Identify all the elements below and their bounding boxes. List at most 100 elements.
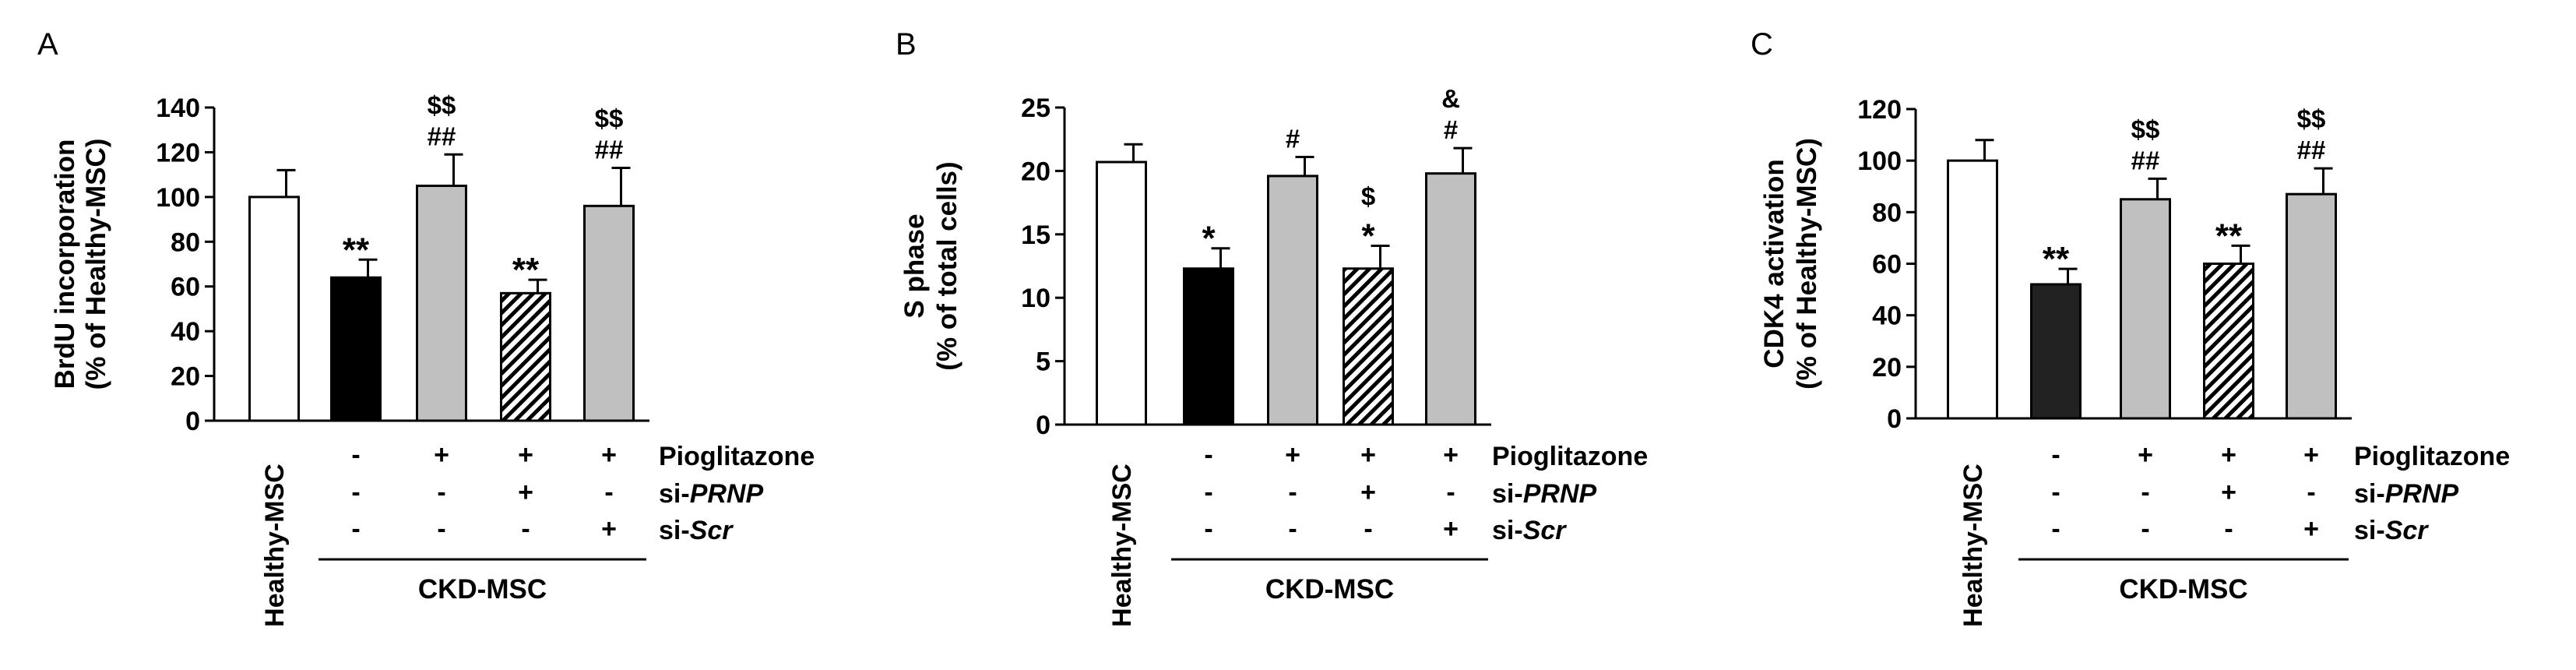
condition-sign: + [2221, 478, 2236, 507]
bar [500, 291, 551, 422]
y-axis-label: CDK4 activation [1759, 159, 1789, 368]
condition-sign: - [1204, 440, 1212, 470]
condition-sign: - [351, 440, 360, 470]
y-tick-label: 120 [156, 138, 200, 168]
y-axis-label: S phase [899, 213, 930, 318]
condition-sign: + [2303, 514, 2319, 544]
condition-sign: - [437, 478, 445, 507]
y-tick-label: 60 [1872, 250, 1902, 280]
category-label: Healthy-MSC [260, 464, 290, 627]
y-tick-label: 20 [1872, 353, 1902, 383]
y-tick-label: 15 [1021, 220, 1050, 250]
bar [583, 204, 635, 422]
gene-name: PRNP [2385, 479, 2459, 509]
y-tick-label: 100 [1857, 146, 1902, 176]
significance-label: $$ [595, 104, 624, 133]
significance-label: * [1361, 217, 1375, 255]
gene-name: PRNP [1523, 479, 1597, 509]
significance-label: & [1441, 84, 1460, 113]
group-label: CKD-MSC [418, 574, 547, 605]
bar [2203, 263, 2254, 420]
condition-sign: - [2141, 514, 2149, 544]
y-tick-label: 20 [1021, 157, 1050, 186]
significance-label: ## [2297, 136, 2326, 164]
y-tick-label: 60 [171, 273, 200, 302]
gene-name: Scr [690, 516, 734, 545]
significance-label: ** [343, 231, 370, 269]
condition-sign: + [1285, 440, 1300, 470]
condition-sign: + [2221, 440, 2236, 470]
condition-sign: - [2141, 478, 2149, 507]
bar [1267, 175, 1318, 426]
gene-name: Scr [2385, 516, 2430, 545]
bar [2030, 283, 2082, 420]
significance-label: # [1286, 124, 1300, 153]
condition-sign: - [1446, 478, 1455, 507]
significance-label: * [1202, 220, 1216, 258]
condition-sign: + [601, 440, 617, 470]
chart-panel-c: C CDK4 activation (% of Healthy-MSC) 0 20 40 6… [1751, 27, 2510, 627]
y-tick-label: 140 [156, 93, 200, 123]
significance-label: $ [1361, 182, 1375, 210]
bar [248, 196, 300, 422]
condition-sign: + [2303, 440, 2319, 470]
condition-sign: - [521, 514, 530, 544]
condition-sign: - [1204, 478, 1212, 507]
significance-label: $$ [428, 90, 456, 119]
y-tick-label: 40 [171, 317, 200, 347]
significance-label: ** [512, 251, 540, 289]
panel-label: C [1751, 27, 1773, 62]
group-label: CKD-MSC [1265, 574, 1394, 605]
bar [1183, 267, 1234, 426]
condition-sign: + [2138, 440, 2153, 470]
condition-sign: - [2051, 514, 2060, 544]
gene-name: Scr [1523, 516, 1568, 545]
condition-row-label: si-Scr [2354, 516, 2429, 545]
condition-row-label: Pioglitazone [659, 442, 815, 471]
condition-sign: + [1443, 440, 1459, 470]
condition-row-label: si-Scr [1492, 516, 1567, 545]
condition-sign: - [351, 478, 360, 507]
category-label: Healthy-MSC [1107, 464, 1137, 627]
condition-sign: - [1364, 514, 1372, 544]
chart-panel-a: A BrdU incorporation (% of Healthy-MSC) 0 20… [37, 27, 815, 627]
condition-sign: + [434, 440, 449, 470]
y-tick-label: 120 [1857, 95, 1902, 125]
y-axis-label: (% of total cells) [932, 161, 962, 370]
group-label: CKD-MSC [2119, 574, 2247, 605]
condition-sign: + [518, 478, 533, 507]
bar [1947, 159, 1998, 420]
condition-sign: + [518, 440, 533, 470]
significance-label: $$ [2297, 104, 2326, 133]
y-tick-label: 0 [1036, 411, 1050, 440]
condition-sign: - [2224, 514, 2233, 544]
bar [1096, 160, 1147, 426]
y-tick-label: 0 [185, 407, 200, 436]
condition-row-label: si-Scr [659, 516, 734, 545]
y-tick-label: 10 [1021, 284, 1050, 313]
y-tick-label: 25 [1021, 93, 1050, 123]
condition-sign: + [1443, 514, 1459, 544]
y-axis-label: (% of Healthy-MSC) [1792, 138, 1822, 390]
y-tick-label: 40 [1872, 302, 1902, 331]
y-tick-label: 100 [156, 183, 200, 213]
condition-sign: - [1288, 514, 1297, 544]
bar [2286, 192, 2337, 420]
condition-sign: + [601, 514, 617, 544]
condition-sign: - [1288, 478, 1297, 507]
condition-row-label: si-PRNP [1492, 479, 1596, 509]
panel-label: B [896, 27, 917, 62]
gene-name: PRNP [690, 479, 764, 509]
chart-panel-b: B S phase (% of total cells) 0 5 10 15 20 25 * # * $… [896, 27, 1648, 627]
significance-label: ** [2043, 240, 2070, 278]
condition-sign: - [1204, 514, 1212, 544]
y-tick-label: 20 [171, 362, 200, 392]
bar [1425, 172, 1476, 426]
significance-label: # [1444, 115, 1458, 144]
significance-label: ## [2131, 146, 2160, 175]
y-tick-label: 80 [171, 227, 200, 257]
y-tick-label: 80 [1872, 198, 1902, 227]
condition-sign: - [2051, 478, 2060, 507]
condition-row-label: si-PRNP [2354, 479, 2458, 509]
